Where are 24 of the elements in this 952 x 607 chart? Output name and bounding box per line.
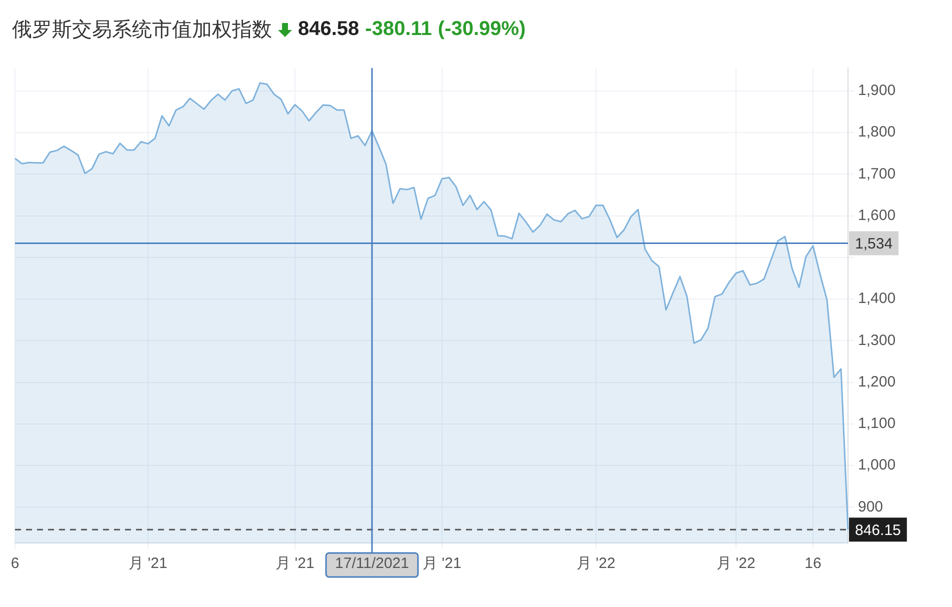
- x-tick-label: 月 '22: [716, 555, 756, 572]
- ref-line-label: 1,534: [855, 235, 893, 252]
- y-tick-label: 1,000: [858, 456, 896, 474]
- chart-title: 俄罗斯交易系统市值加权指数: [12, 18, 272, 43]
- y-tick-label: 1,100: [858, 415, 896, 432]
- x-tick-label: 16: [804, 555, 822, 572]
- x-tick-label: 月 '21: [276, 555, 314, 572]
- y-tick-label: 1,900: [858, 82, 896, 100]
- text: 846.58: [298, 18, 360, 41]
- x-tick-label: 月 '22: [576, 555, 616, 572]
- y-tick-label: 1,700: [858, 165, 896, 182]
- y-tick-label: 1,300: [858, 332, 896, 349]
- y-tick-label: 1,400: [858, 290, 896, 308]
- text: (-30.99%): [438, 18, 526, 41]
- text: -380.11: [365, 18, 432, 41]
- x-tick-label: 月 '21: [128, 555, 168, 572]
- y-tick-label: 1,200: [858, 373, 896, 390]
- x-tick-label: 月 '21: [422, 555, 462, 572]
- y-tick-label: 1,800: [858, 124, 896, 141]
- x-tick-label: 17/11/2021: [335, 555, 409, 572]
- ref-line-label: 846.15: [855, 522, 901, 539]
- x-tick-label: 6: [10, 555, 20, 572]
- y-tick-label: 900: [858, 498, 884, 516]
- y-tick-label: 1,600: [858, 206, 896, 224]
